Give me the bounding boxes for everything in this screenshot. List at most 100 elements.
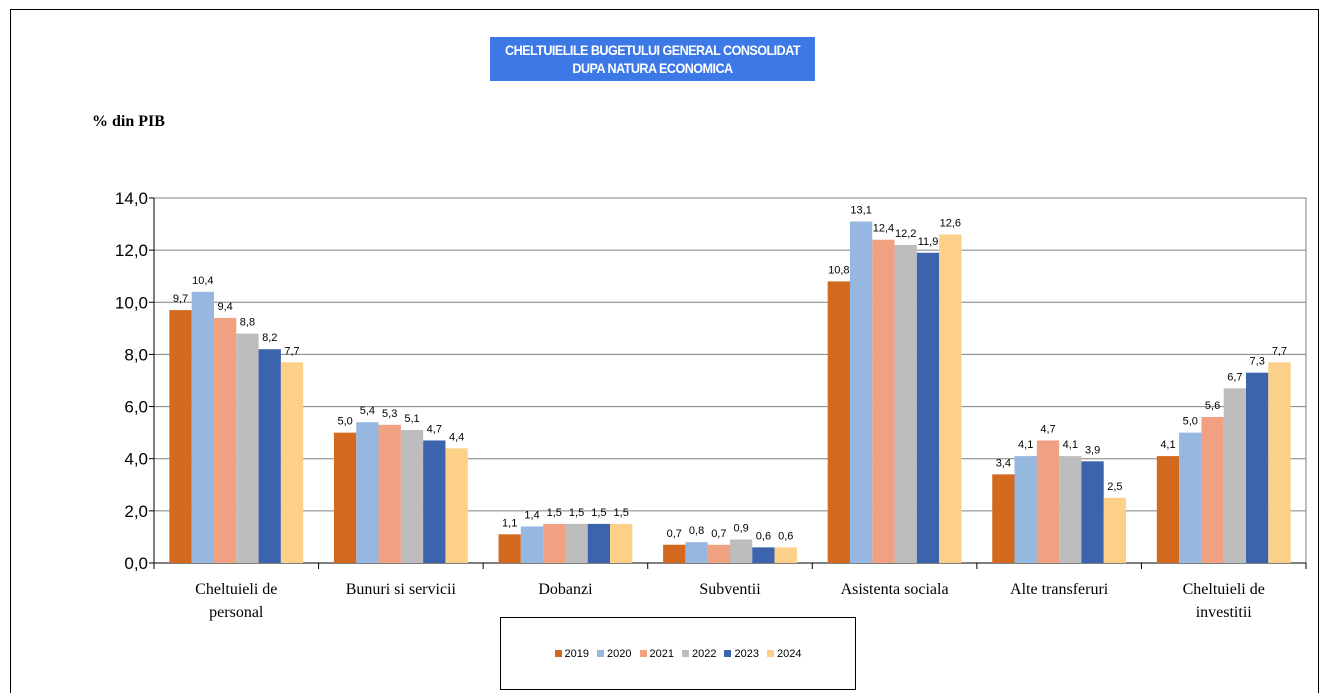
bar [827,281,850,563]
data-label: 0,8 [689,525,704,537]
data-label: 1,1 [502,517,517,529]
y-tick-label: 6,0 [124,398,148,417]
bar [685,542,708,563]
data-label: 12,2 [895,228,916,240]
data-label: 0,9 [734,523,749,535]
data-label: 7,3 [1250,356,1265,368]
bar [333,432,357,563]
bar [236,333,259,563]
data-label: 10,4 [192,275,213,287]
bar [939,234,962,563]
legend-item: 2020 [597,647,632,660]
bar [1223,388,1247,563]
legend-swatch [766,650,774,657]
data-label: 1,5 [569,507,584,519]
bar [356,422,379,563]
x-category-label: investitii [1196,604,1253,621]
bar [916,252,940,563]
bar [1246,372,1269,563]
data-label: 8,2 [262,332,277,344]
data-label: 1,5 [547,507,562,519]
y-tick-label: 0,0 [124,554,148,573]
bar [378,424,401,563]
data-label: 0,6 [756,530,771,542]
legend-item: 2021 [639,648,674,660]
bar [1014,456,1037,563]
bar [169,310,192,563]
data-label: 5,1 [404,413,419,425]
x-category-label: Asistenta sociala [841,581,949,598]
bar [1036,440,1060,563]
data-label: 5,0 [337,416,352,428]
legend-item: 2023 [724,647,759,660]
data-label: 7,7 [1272,345,1287,357]
y-tick-label: 8,0 [124,345,148,364]
data-label: 4,7 [1040,423,1055,435]
bar [258,349,281,563]
data-label: 1,4 [524,510,539,522]
bar [752,547,775,563]
data-label: 5,4 [360,405,375,417]
legend-label: 2023 [734,647,759,660]
bar [872,239,895,563]
bar [1201,417,1224,563]
data-label: 11,9 [918,236,939,248]
bar [730,539,753,563]
x-category-label: Bunuri si servicii [346,581,457,598]
bar [543,523,566,563]
legend-swatch [682,650,689,657]
bar [610,523,633,563]
bar [520,526,544,563]
data-label: 13,1 [850,204,871,216]
bar [400,430,424,563]
bar [565,523,588,563]
bar [894,244,917,563]
data-label: 4,7 [427,423,442,435]
y-tick-label: 14,0 [115,189,148,208]
bar [1103,497,1127,563]
chart-legend: 2019 2020 2021 2022 2023 2024 [500,617,856,690]
legend-swatch [554,650,562,657]
bar [1156,456,1180,563]
data-label: 3,4 [996,457,1011,469]
chart-title-line1: CHELTUIELILE BUGETULUI GENERAL CONSOLIDA… [505,42,801,58]
legend-label: 2020 [607,647,632,660]
data-label: 5,6 [1205,400,1220,412]
legend-label: 2019 [564,647,590,660]
data-label: 2,5 [1107,481,1122,493]
bar [1081,461,1104,563]
legend-item: 2022 [682,648,716,660]
y-tick-label: 12,0 [115,241,148,260]
x-category-label: Subventii [699,581,761,598]
bar [280,362,304,563]
bar [774,547,797,563]
data-label: 0,6 [778,530,793,542]
data-label: 4,1 [1018,439,1033,451]
y-tick-label: 4,0 [124,450,148,469]
legend-label: 2022 [692,647,717,660]
data-label: 1,5 [591,507,606,519]
bar [1268,362,1291,563]
data-label: 4,1 [1063,439,1078,451]
bar [663,544,686,563]
bar [213,317,237,563]
bar [849,221,873,563]
data-label: 3,9 [1085,444,1100,456]
legend-swatch [724,650,732,657]
chart-title-line2: DUPA NATURA ECONOMICA [572,60,733,76]
legend-swatch [597,650,605,657]
chart-title: CHELTUIELILE BUGETULUI GENERAL CONSOLIDA… [490,37,815,81]
bar [423,440,446,563]
y-axis-unit-label: % din PIB [92,113,165,130]
bar [1179,432,1202,563]
bar [992,474,1015,563]
legend-label: 2024 [776,647,802,660]
bar [445,448,468,563]
data-label: 4,1 [1160,439,1175,451]
bar [191,291,214,563]
data-label: 4,4 [449,431,464,443]
data-label: 6,7 [1227,371,1242,383]
legend-item: 2024 [766,647,802,660]
data-label: 5,0 [1183,416,1198,428]
